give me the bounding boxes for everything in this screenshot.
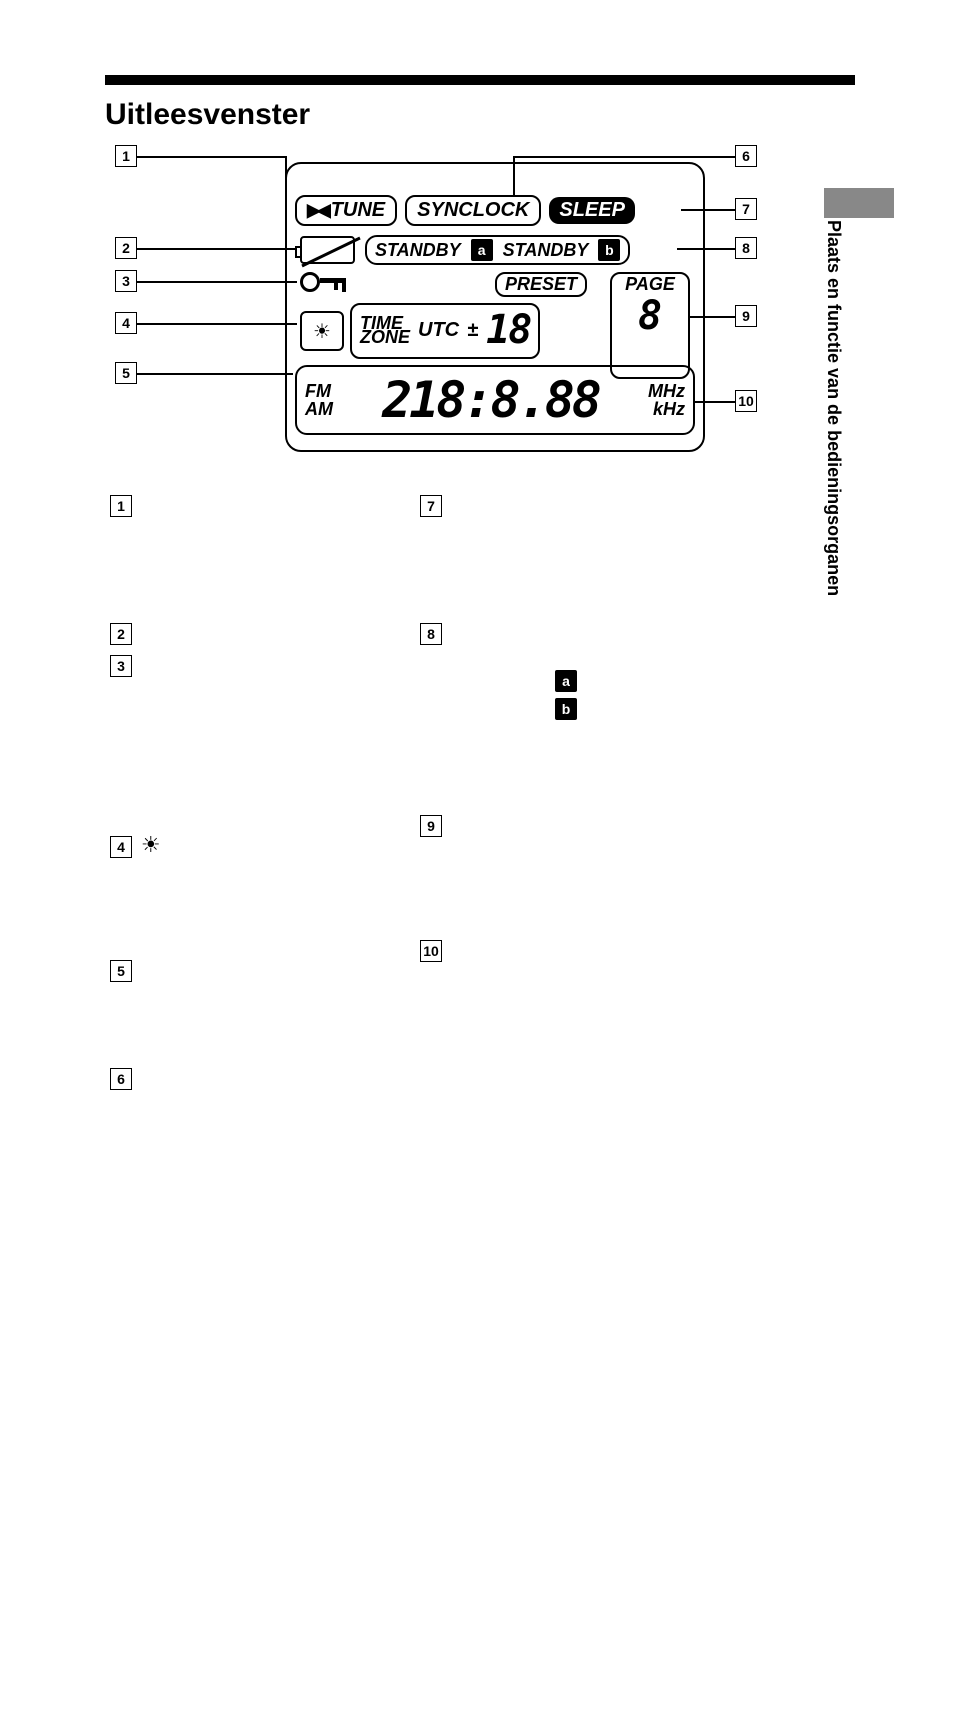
- frequency-readout: 218:8.88: [339, 371, 642, 429]
- callout-6: 6: [735, 145, 757, 167]
- row-tune: ▶◀ TUNE SYNCLOCK SLEEP: [295, 195, 635, 226]
- mhz-label: MHz: [648, 382, 685, 400]
- legend-8: 8: [420, 623, 442, 645]
- plusminus-label: ±: [467, 319, 478, 342]
- sleep-badge: SLEEP: [549, 197, 635, 224]
- legend-9: 9: [420, 815, 442, 837]
- row-timezone: ☀ TIME ZONE UTC ± 18: [300, 303, 540, 359]
- synclock-badge: SYNCLOCK: [405, 195, 541, 226]
- standby-a-label: STANDBY: [375, 240, 461, 261]
- legend-4: 4 ☀: [110, 832, 161, 858]
- callout-10: 10: [735, 390, 757, 412]
- utc-label: UTC: [418, 319, 459, 342]
- preset-badge: PRESET: [495, 272, 587, 297]
- standby-group: STANDBY a STANDBY b: [365, 235, 630, 265]
- light-icon-inline: ☀: [141, 832, 161, 857]
- fm-label: FM: [305, 382, 333, 400]
- battery-icon: [300, 236, 355, 264]
- timezone-stack: TIME ZONE: [360, 316, 410, 345]
- key-icon: [300, 270, 348, 294]
- callout-3-line: [137, 281, 297, 283]
- callout-8: 8: [735, 237, 757, 259]
- callout-1-vline: [285, 156, 287, 206]
- callout-8-line: [677, 248, 735, 250]
- row-standby: STANDBY a STANDBY b: [300, 235, 630, 265]
- legend-1: 1: [110, 495, 132, 517]
- row-key: [300, 270, 348, 294]
- band-stack: FM AM: [305, 382, 333, 418]
- callout-5-line: [137, 373, 293, 375]
- callout-3: 3: [115, 270, 137, 292]
- page-title: Uitleesvenster: [105, 98, 310, 132]
- callout-7-line: [681, 209, 735, 211]
- light-icon: ☀: [313, 319, 331, 344]
- page-box: PAGE 8: [610, 272, 690, 379]
- tune-badge: ▶◀ TUNE: [295, 195, 397, 226]
- callout-2-line: [137, 248, 297, 250]
- legend-7: 7: [420, 495, 442, 517]
- legend-8-a: a: [555, 670, 577, 692]
- display-diagram: ▶◀ TUNE SYNCLOCK SLEEP STANDBY a STANDBY…: [105, 140, 855, 460]
- standby-a-icon: a: [471, 239, 493, 261]
- legend-8-b: b: [555, 698, 577, 720]
- tz-number: 18: [486, 307, 530, 353]
- callout-10-line: [695, 401, 735, 403]
- callout-4-line: [137, 323, 297, 325]
- callout-1: 1: [115, 145, 137, 167]
- row-frequency: FM AM 218:8.88 MHz kHz: [295, 365, 695, 435]
- callout-9-line: [690, 316, 735, 318]
- legend-6: 6: [110, 1068, 132, 1090]
- page-label: PAGE: [625, 274, 675, 294]
- legend-5: 5: [110, 960, 132, 982]
- legend-2: 2: [110, 623, 132, 645]
- callout-2: 2: [115, 237, 137, 259]
- callout-7: 7: [735, 198, 757, 220]
- legend-3: 3: [110, 655, 132, 677]
- callout-4: 4: [115, 312, 137, 334]
- callout-1-line: [137, 156, 285, 158]
- standby-b-label: STANDBY: [503, 240, 589, 261]
- tune-label: TUNE: [331, 199, 385, 222]
- legend-10: 10: [420, 940, 442, 962]
- callout-6-vline: [513, 156, 515, 196]
- page-number: 8: [620, 293, 680, 339]
- backlight-box: ☀: [300, 311, 344, 351]
- unit-stack: MHz kHz: [648, 382, 685, 418]
- am-label: AM: [305, 400, 333, 418]
- zone-label: ZONE: [360, 330, 410, 344]
- callout-5: 5: [115, 362, 137, 384]
- timezone-box: TIME ZONE UTC ± 18: [350, 303, 540, 359]
- top-rule: [105, 75, 855, 85]
- tune-arrows-icon: ▶◀: [307, 200, 327, 221]
- khz-label: kHz: [648, 400, 685, 418]
- standby-b-icon: b: [598, 239, 620, 261]
- callout-9: 9: [735, 305, 757, 327]
- callout-6-line: [513, 156, 735, 158]
